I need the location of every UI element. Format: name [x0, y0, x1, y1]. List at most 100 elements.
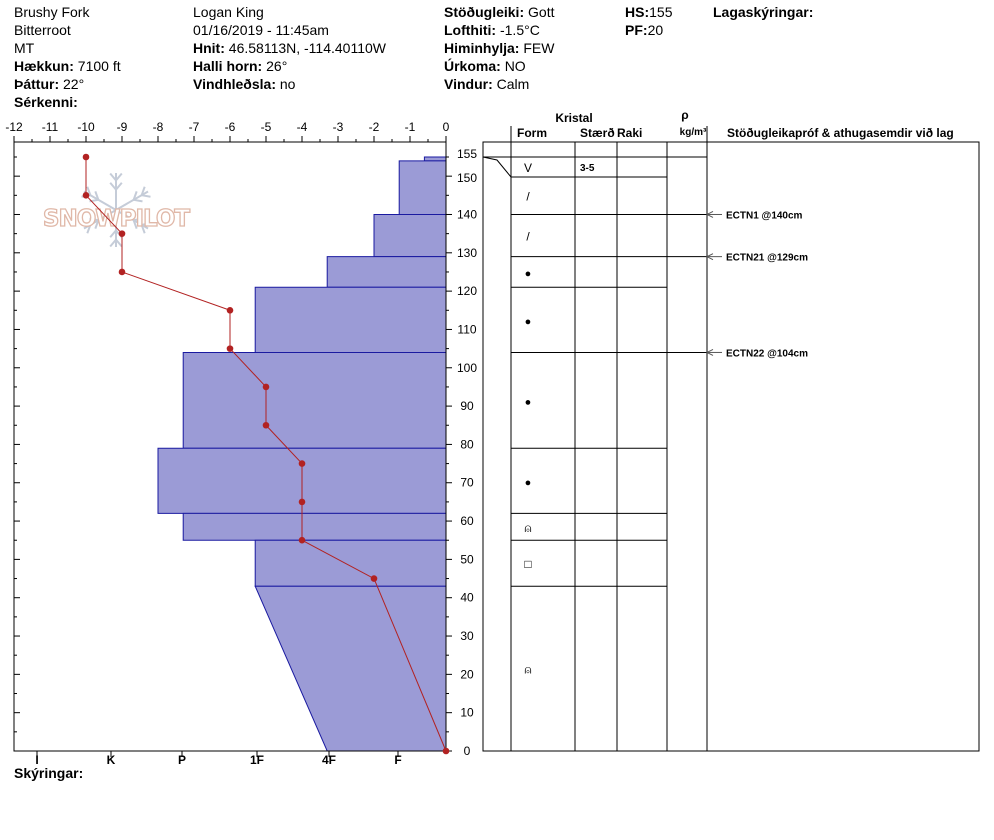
snowflake-branch: [94, 219, 100, 229]
hardness-tick-label: F: [394, 753, 401, 767]
temperature-point: [298, 536, 306, 544]
density-unit-header: kg/m³: [680, 127, 707, 138]
temperature-point: [226, 345, 234, 352]
air-temp-row: Lofthiti: -1.5°C: [444, 21, 540, 39]
layer-notes-label: Lagaskýringar:: [713, 4, 814, 20]
temperature-tick-label: -12: [5, 120, 23, 134]
elevation-label: Hækkun:: [14, 58, 74, 74]
depth-tick-label: 110: [457, 322, 476, 336]
temperature-point: [298, 460, 306, 467]
aspect-label: Þáttur:: [14, 76, 60, 92]
profile-header: Brushy Fork Bitterroot MT Hækkun: 7100 f…: [0, 0, 994, 112]
temperature-tick-label: -6: [225, 120, 236, 134]
temperature-tick-label: -1: [405, 120, 416, 134]
wind-label: Vindur:: [444, 76, 493, 92]
slope-row: Halli horn: 26°: [193, 57, 287, 75]
pf-label: PF:: [625, 22, 648, 38]
air-temp-value: -1.5°C: [499, 22, 540, 38]
hardness-bar: [398, 160, 447, 215]
temperature-point: [298, 498, 306, 506]
depth-tick-label: 155: [457, 147, 477, 161]
hs-row: HS:155: [625, 3, 672, 21]
hardness-tick-label: 1F: [250, 753, 264, 767]
depth-tick-label: 80: [460, 437, 474, 451]
sky-label: Himinhylja:: [444, 40, 520, 56]
snowflake-branch: [94, 191, 100, 201]
observation-datetime: 01/16/2019 - 11:45am: [193, 22, 329, 38]
hardness-profile: [157, 156, 447, 752]
snowflake-branch: [89, 217, 99, 222]
slope-value: 26°: [266, 58, 288, 74]
rho-header: ρ: [681, 108, 688, 122]
hs-label: HS:: [625, 4, 650, 20]
depth-tick-label: 100: [457, 361, 477, 375]
features-label: Sérkenni:: [14, 94, 78, 110]
temperature-point: [262, 383, 270, 391]
stability-value: Gott: [528, 4, 555, 20]
coords-value: 46.58113N, -114.40110W: [228, 40, 387, 56]
temperature-tick-label: 0: [443, 120, 450, 134]
pf-value: 20: [647, 22, 664, 38]
depth-tick-label: 40: [460, 591, 474, 605]
depth-tick-label: 140: [457, 207, 477, 221]
slope-label: Halli horn:: [193, 58, 263, 74]
snowflake-branch: [109, 172, 117, 182]
aspect-value: 22°: [63, 76, 85, 92]
temperature-point: [226, 306, 234, 314]
depth-tick-label: 150: [457, 171, 477, 185]
temperature-point: [442, 747, 450, 755]
hardness-bar: [326, 256, 447, 288]
snowflake-branch: [132, 191, 138, 201]
hardness-tick-label: K: [107, 753, 116, 767]
depth-tick-label: 50: [460, 552, 474, 566]
air-temp-label: Lofthiti:: [444, 22, 497, 38]
temperature-point: [82, 153, 90, 161]
stability-row: Stöðugleiki: Gott: [444, 3, 554, 21]
snowflake-branch: [86, 224, 92, 234]
test-arrow-head: [705, 253, 714, 261]
precip-row: Úrkoma: NO: [444, 57, 526, 75]
temperature-point: [82, 192, 90, 199]
hs-value: 155: [649, 4, 673, 20]
sky-row: Himinhylja: FEW: [444, 39, 554, 57]
stability-test-label: ECTN22 @104cm: [726, 348, 808, 359]
hardness-bar: [182, 351, 447, 449]
snowflake-branch: [109, 238, 117, 248]
temperature-tick-label: -5: [261, 120, 272, 134]
snowflake-branch: [115, 182, 123, 191]
temperature-profile: [82, 153, 450, 755]
depth-tick-label: 130: [457, 246, 477, 260]
wind-loading-row: Vindhleðsla: no: [193, 75, 295, 93]
depth-tick-label: 60: [460, 514, 474, 528]
sky-value: FEW: [523, 40, 555, 56]
snowflake-branch: [141, 222, 151, 226]
temperature-point: [262, 421, 270, 429]
moisture-header: Raki: [617, 126, 642, 140]
stability-test-label: ECTN1 @140cm: [726, 210, 803, 221]
form-header: Form: [517, 126, 547, 140]
hardness-tick-label: 4F: [322, 753, 336, 767]
snowflake-branch: [86, 186, 92, 196]
temperature-tick-label: -11: [42, 120, 59, 134]
hardness-bar: [254, 286, 447, 353]
grain-size-value: 3-5: [580, 163, 595, 174]
stability-test-label: ECTN21 @129cm: [726, 253, 808, 264]
mountain-range: Bitterroot: [14, 22, 71, 38]
grain-form-symbol: /: [526, 189, 530, 203]
coords-row: Hnit: 46.58113N, -114.40110W: [193, 39, 386, 57]
test-arrow-head: [705, 348, 714, 356]
coords-label: Hnit:: [193, 40, 225, 56]
wind-value: Calm: [496, 76, 530, 92]
grain-table-frame: [482, 141, 980, 752]
hardness-tick-label: P: [178, 753, 186, 767]
hardness-bar: [254, 539, 447, 587]
depth-tick-label: 120: [457, 284, 477, 298]
legend-label: Skýringar:: [14, 765, 84, 781]
grain-form-symbol: ⍝: [524, 663, 531, 677]
temperature-tick-label: -9: [117, 120, 128, 134]
elevation-value: 7100 ft: [77, 58, 121, 74]
grain-form-symbol: ●: [525, 316, 532, 328]
hardness-bar: [254, 585, 447, 752]
snowflake-branch: [133, 217, 143, 222]
